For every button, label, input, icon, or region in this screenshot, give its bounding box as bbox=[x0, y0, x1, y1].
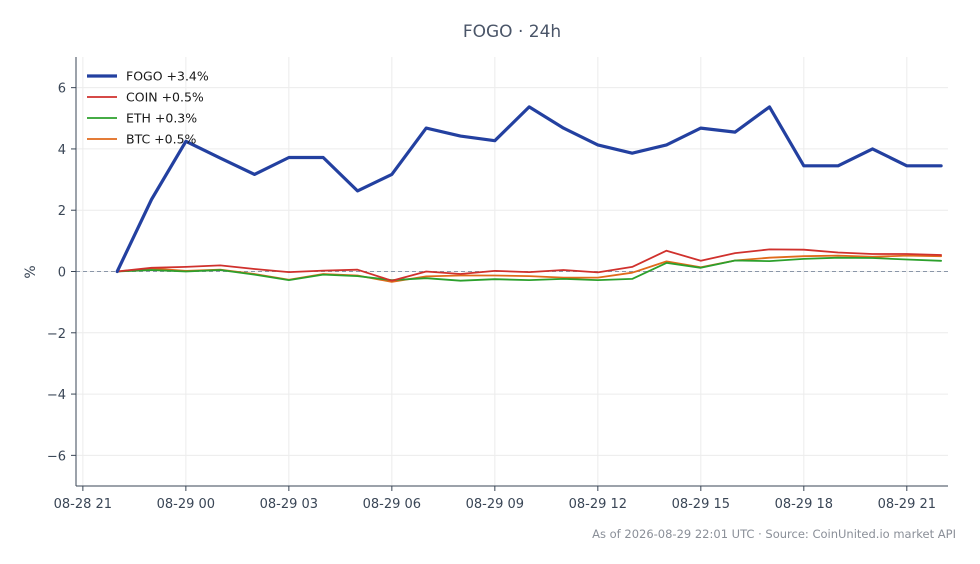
y-tick-label: 6 bbox=[58, 82, 66, 97]
series-line-fogo bbox=[115, 105, 943, 274]
y-tick-label: −6 bbox=[47, 449, 66, 464]
x-tick-label: 08-29 06 bbox=[363, 497, 421, 512]
y-tick-label: −2 bbox=[47, 327, 66, 342]
series-layer bbox=[115, 105, 943, 283]
y-tick-label: −4 bbox=[47, 388, 66, 403]
legend-label: COIN +0.5% bbox=[126, 90, 204, 105]
series-line-coin bbox=[116, 248, 942, 282]
x-ticks: 08-28 21 08-29 00 08-29 03 08-29 06 08-29 09… bbox=[54, 486, 936, 512]
legend: FOGO +3.4% COIN +0.5% ETH +0.3% BTC +0.5% bbox=[87, 69, 209, 147]
x-tick-label: 08-29 09 bbox=[466, 497, 524, 512]
legend-label: BTC +0.5% bbox=[126, 132, 197, 147]
legend-label: ETH +0.3% bbox=[126, 111, 197, 126]
y-ticks: −6 −4 −2 0 2 4 6 bbox=[47, 82, 76, 464]
x-tick-label: 08-29 18 bbox=[775, 497, 833, 512]
x-tick-label: 08-29 03 bbox=[260, 497, 318, 512]
chart-title: FOGO · 24h bbox=[463, 22, 561, 42]
y-axis-label: % bbox=[23, 265, 39, 278]
x-tick-label: 08-28 21 bbox=[54, 497, 112, 512]
footer-source: As of 2026-08-29 22:01 UTC · Source: Coi… bbox=[592, 527, 956, 541]
series-line-btc bbox=[116, 254, 942, 283]
y-tick-label: 4 bbox=[58, 143, 66, 158]
x-tick-label: 08-29 00 bbox=[157, 497, 215, 512]
y-tick-label: 2 bbox=[58, 204, 66, 219]
x-tick-label: 08-29 21 bbox=[878, 497, 936, 512]
x-tick-label: 08-29 12 bbox=[569, 497, 627, 512]
x-tick-label: 08-29 15 bbox=[672, 497, 730, 512]
y-tick-label: 0 bbox=[58, 266, 66, 281]
legend-label: FOGO +3.4% bbox=[126, 69, 209, 84]
series-line-eth bbox=[116, 256, 942, 282]
